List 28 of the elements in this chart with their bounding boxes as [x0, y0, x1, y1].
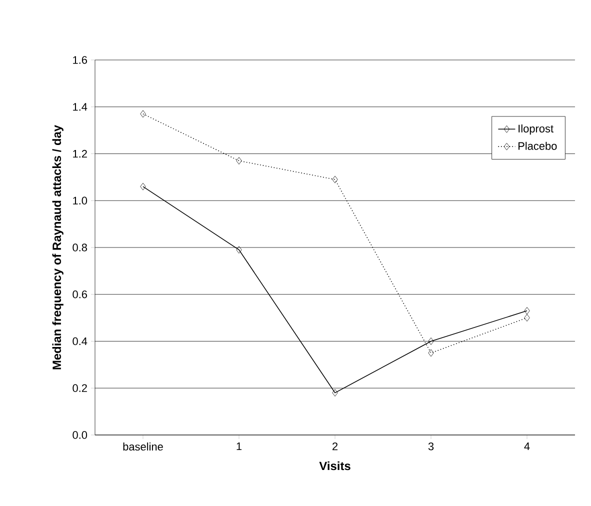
point: [140, 182, 146, 190]
x-tick-label: 2: [332, 442, 338, 450]
y-tick-label: 0.0: [72, 431, 88, 439]
y-tick-label: 1.2: [73, 150, 87, 158]
x-axis-title: Visits: [319, 461, 350, 470]
point: [428, 349, 434, 357]
point: [332, 389, 338, 396]
x-tick-label: 1: [236, 442, 242, 450]
point: [332, 176, 338, 184]
point: [236, 157, 242, 164]
point: [524, 307, 530, 314]
y-tick-label: 1.0: [73, 196, 88, 204]
y-tick-label: 1.4: [73, 103, 88, 111]
point: [140, 110, 146, 118]
legend-label: Iloprost: [518, 124, 554, 135]
x-tick-label: baseline: [123, 442, 163, 451]
y-axis-title: Median frequency of Raynaud attacks / day: [52, 125, 64, 370]
y-tick-label: 1.6: [73, 56, 88, 64]
legend-label: Placebo: [518, 142, 557, 150]
y-tick-label: 0.8: [72, 244, 88, 252]
x-tick-label: 4: [524, 442, 530, 450]
x-tick-label: 3: [428, 442, 434, 450]
point: [524, 314, 530, 322]
point: [428, 338, 434, 345]
point: [236, 246, 242, 254]
y-tick-label: 0.2: [72, 384, 87, 392]
y-tick-label: 0.4: [72, 337, 88, 346]
y-tick-label: 0.6: [72, 290, 88, 298]
